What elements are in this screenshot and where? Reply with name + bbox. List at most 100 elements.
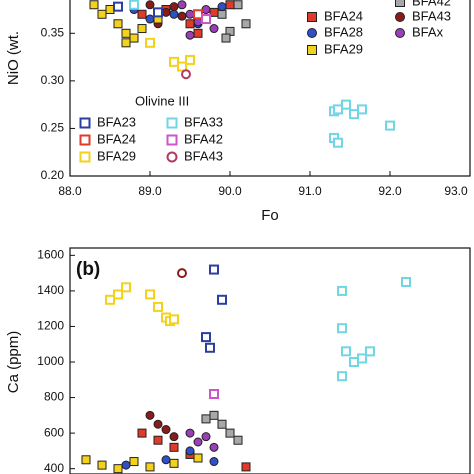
legend-label: BFA23 [97,114,136,129]
y-tick-label: 0.25 [41,121,65,135]
y-tick-label: 1200 [37,319,64,333]
legend-marker [79,134,91,146]
data-point [193,28,203,38]
data-point [185,19,195,29]
y-tick-label: 0.20 [41,168,65,182]
data-point [209,389,219,399]
legend-title: Olivine III [135,93,189,108]
data-point [201,432,211,442]
legend-label: BFA33 [184,114,223,129]
data-point [137,428,147,438]
data-point [333,137,343,148]
data-point [337,285,347,296]
y-tick-label: 0.35 [41,25,65,39]
data-point [225,428,235,438]
data-point [225,0,235,10]
data-point [97,9,107,19]
data-point [193,453,203,463]
data-point [97,460,107,470]
data-point [145,410,155,420]
y-tick-label: 600 [44,425,64,439]
data-point [169,2,179,12]
legend-marker [79,117,91,129]
legend-label: BFA29 [324,41,363,56]
data-point [185,428,195,438]
data-point [209,457,219,467]
data-point [209,264,219,275]
data-point [333,104,343,115]
data-point [201,5,211,15]
data-point [177,0,187,10]
data-point [193,437,203,447]
data-point [137,9,147,19]
y-tick-label: 400 [44,461,64,474]
x-tick-label: 88.0 [58,184,82,198]
data-point [169,442,179,452]
data-point [357,353,367,364]
data-point [209,410,219,420]
legend-label: BFA24 [324,8,363,23]
legend-marker [166,151,178,163]
data-point [217,294,227,305]
data-point [185,30,195,40]
data-point [161,455,171,465]
data-point [145,37,155,48]
data-point [145,0,155,10]
data-point [169,314,179,325]
data-point [341,346,351,357]
plot-frame [69,0,471,177]
data-point [241,462,251,472]
data-point [129,0,139,10]
data-point [221,33,231,43]
data-point [153,419,163,429]
data-point [145,462,155,472]
y-tick-label: 800 [44,390,64,404]
legend-marker [395,28,405,38]
data-point [209,442,219,452]
y-tick-label: 1400 [37,283,64,297]
y-tick-label: 1000 [37,354,64,368]
data-point [337,371,347,382]
y-tick-label: 1600 [37,248,64,262]
data-point [201,14,211,25]
legend-marker [166,117,178,129]
data-point [161,7,171,17]
data-point [113,1,123,12]
x-tick-label: 93.0 [444,184,468,198]
data-point [217,419,227,429]
data-point [217,2,227,12]
panel-label: (b) [76,259,100,280]
data-point [349,109,359,120]
data-point [209,7,219,17]
x-axis-label: Fo [261,207,279,224]
data-point [185,9,195,19]
data-point [121,28,131,38]
data-point [129,33,139,43]
legend-label: BFA42 [412,0,451,8]
legend-label: BFA43 [184,148,223,163]
legend-marker [79,151,91,163]
legend-marker [307,12,317,22]
data-point [169,432,179,442]
data-point [193,9,203,20]
legend-label: BFA43 [412,8,451,23]
x-tick-label: 92.0 [378,184,402,198]
data-point [113,464,123,474]
data-point [81,455,91,465]
data-point [137,24,147,34]
data-point [145,14,155,24]
data-point [217,9,227,19]
data-point [241,19,251,29]
data-point [177,11,187,21]
data-point [169,9,179,19]
data-point [113,19,123,29]
data-point [129,457,139,467]
x-tick-label: 89.0 [138,184,162,198]
data-point [209,24,219,34]
legend-marker [166,134,178,146]
data-point [185,54,195,65]
data-point [201,414,211,424]
legend-marker [395,12,405,22]
data-point [349,357,359,367]
